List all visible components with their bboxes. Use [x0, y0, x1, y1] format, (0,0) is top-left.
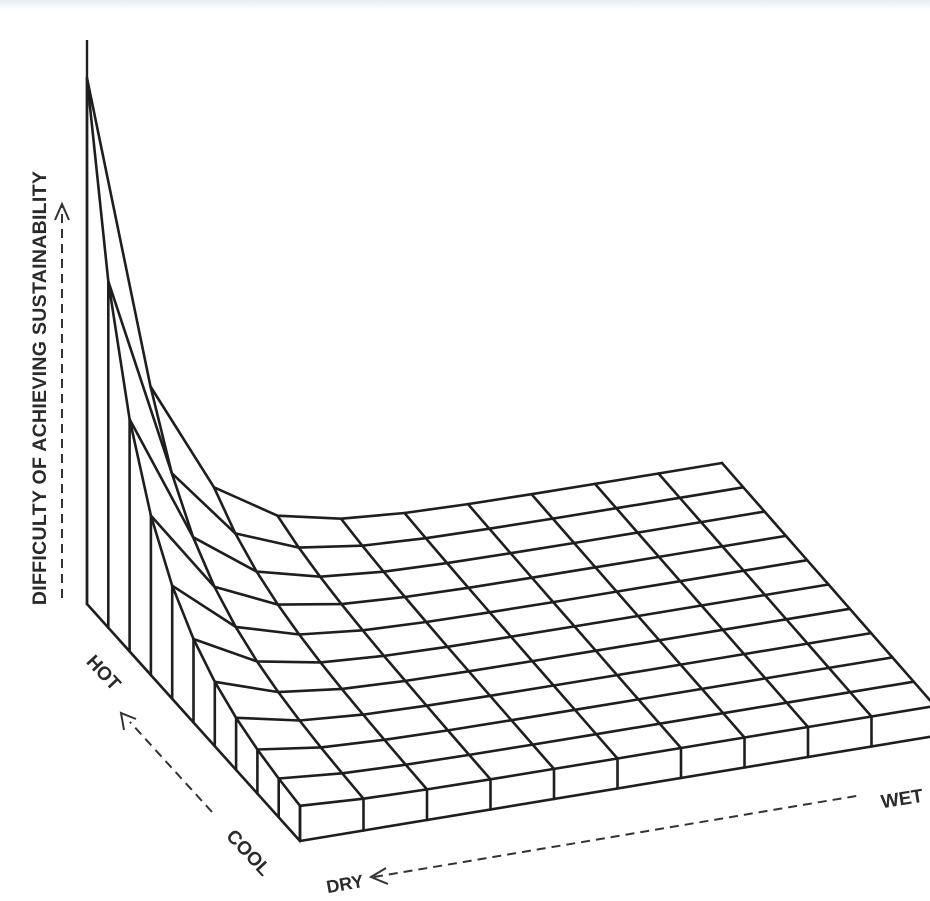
surface-gridline: [720, 461, 930, 703]
top-edge-shading: [0, 0, 930, 10]
base-front-edge: [298, 735, 930, 843]
surface-gridline: [276, 514, 492, 781]
base-left-edge: [85, 602, 302, 843]
surface-gridline: [593, 482, 810, 729]
surface-gridline: [339, 517, 556, 771]
surface-gridline: [403, 511, 619, 760]
surface-gridline: [277, 680, 916, 780]
moisture-axis-arrow: [368, 794, 863, 885]
temperature-high-label: HOT: [82, 651, 125, 695]
vertical-axis-label: DIFFICULTY OF ACHIEVING SUSTAINABILITY: [29, 171, 51, 605]
surface-gridline: [192, 583, 830, 664]
moisture-high-label: WET: [880, 786, 925, 813]
surface-gridline: [212, 485, 429, 791]
vertical-axis-arrow: [54, 201, 70, 598]
surface-gridline: [85, 76, 724, 521]
surface-gridline: [466, 502, 683, 750]
surface-gridline: [657, 472, 873, 718]
surface-mesh: [85, 76, 930, 843]
moisture-low-label: DRY: [325, 871, 365, 897]
temperature-low-label: COOL: [222, 826, 275, 881]
surface-gridline: [128, 417, 766, 579]
temperature-axis-arrow: [119, 711, 213, 813]
surface-gridline: [530, 492, 746, 739]
surface-gridline: [107, 279, 745, 549]
surface-gridline: [149, 385, 365, 801]
